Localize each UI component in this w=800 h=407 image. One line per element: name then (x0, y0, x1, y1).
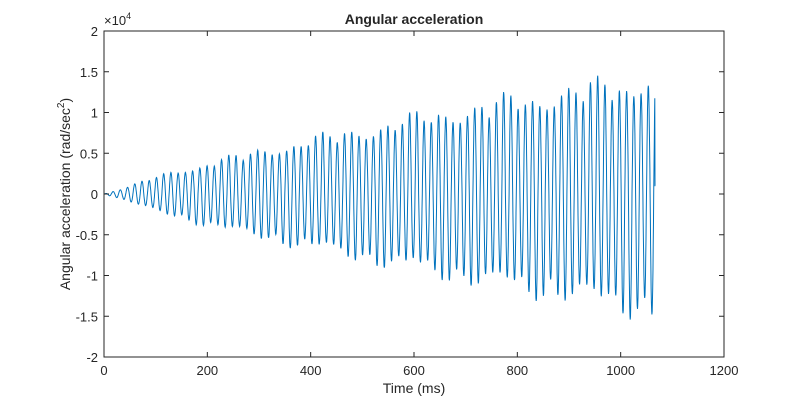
x-tick-label: 600 (403, 363, 425, 378)
y-tick-label: -1 (86, 269, 98, 284)
x-tick-label: 400 (300, 363, 322, 378)
exponent-power: 4 (126, 11, 131, 21)
x-tick-label: 200 (196, 363, 218, 378)
y-tick-label: 2 (91, 24, 98, 39)
y-axis-label-sup: 2 (56, 102, 67, 108)
y-tick-label: 0.5 (80, 146, 98, 161)
y-axis-label-main: Angular acceleration (rad/sec (57, 108, 73, 290)
x-tick-label: 800 (506, 363, 528, 378)
x-axis: 0 200 400 600 800 1000 1200 (100, 31, 738, 378)
x-tick-label: 0 (100, 363, 107, 378)
x-tick-label: 1200 (710, 363, 739, 378)
exponent-prefix: ×10 (104, 13, 126, 28)
y-tick-label: -1.5 (76, 309, 98, 324)
chart-title: Angular acceleration (345, 11, 484, 27)
x-tick-label: 1000 (606, 363, 635, 378)
series-line (104, 75, 656, 320)
exponent-label: ×104 (104, 11, 131, 28)
y-tick-label: 1.5 (80, 65, 98, 80)
y-tick-label: -2 (86, 350, 98, 365)
y-tick-label: 0 (91, 187, 98, 202)
y-axis-label-close: ) (57, 98, 73, 103)
plot-area (104, 75, 656, 320)
y-tick-label: 1 (91, 106, 98, 121)
y-axis: -2 -1.5 -1 -0.5 0 0.5 1 1.5 2 (76, 24, 724, 365)
y-axis-label: Angular acceleration (rad/sec2) (56, 98, 73, 290)
x-axis-label: Time (ms) (383, 380, 445, 396)
y-tick-label: -0.5 (76, 228, 98, 243)
